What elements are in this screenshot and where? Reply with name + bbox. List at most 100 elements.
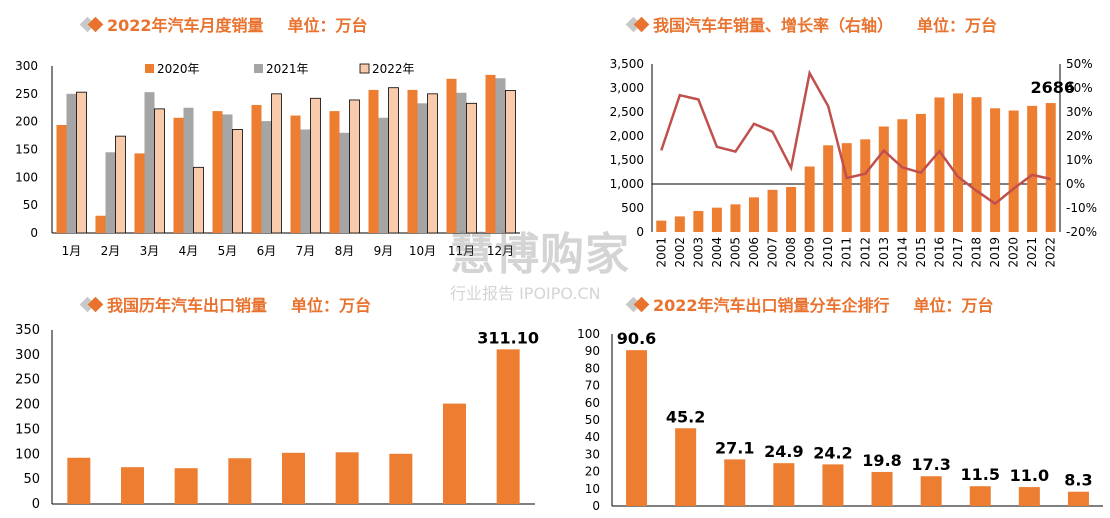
- ranking-bar: [626, 350, 648, 506]
- bar-2021年-1月: [66, 93, 77, 233]
- y-tick-label: 0: [592, 499, 600, 513]
- data-label: 90.6: [617, 329, 656, 348]
- y-tick-label: 500: [621, 201, 644, 215]
- legend-swatch: [359, 63, 370, 74]
- x-tick-label: 2005: [728, 237, 742, 268]
- data-label: 8.3: [1064, 471, 1092, 490]
- y-tick-label: 20: [585, 465, 600, 479]
- bar-2020年-11月: [446, 78, 457, 233]
- x-tick-label: 6月: [257, 244, 277, 258]
- export-bar: [228, 458, 252, 504]
- ranking-bar: [969, 486, 991, 506]
- ranking-unit: 单位：万台: [913, 296, 994, 315]
- export-ranking-chart: 0 10 20 30 40 50 60 70 80 90 100 90.6 45.2 27.1 24.9 24…: [577, 327, 1103, 513]
- bar-sales-2005: [730, 204, 741, 232]
- y-tick-label: 1,000: [610, 177, 644, 191]
- x-tick-label: 2012: [858, 237, 872, 268]
- x-tick-label: 2013: [877, 237, 891, 268]
- y-tick-label: 100: [15, 447, 40, 462]
- bar-sales-2016: [934, 97, 945, 233]
- x-tick-label: 11月: [448, 244, 475, 258]
- bar-2022年-11月: [466, 102, 477, 234]
- bar-2020年-1月: [56, 125, 67, 233]
- x-tick-label: 2016: [932, 237, 946, 268]
- x-tick-label: 2008: [784, 237, 798, 268]
- export-bar: [282, 452, 305, 504]
- y2-tick-label: 10%: [1066, 153, 1093, 167]
- legend-swatch: [145, 64, 154, 73]
- y-tick-label: 200: [15, 115, 38, 129]
- x-tick-label: 2002: [673, 237, 687, 268]
- x-tick-label: 12月: [487, 244, 514, 258]
- export-bar: [443, 403, 466, 504]
- x-tick-label: 1月: [62, 244, 82, 258]
- bar-sales-2018: [971, 97, 982, 232]
- bar-sales-2020: [1008, 110, 1019, 232]
- ranking-bar: [773, 463, 795, 506]
- bar-sales-2006: [749, 197, 759, 232]
- annual-unit: 单位：万台: [917, 16, 998, 35]
- x-tick-label: 2020: [1007, 237, 1021, 268]
- bar-2021年-9月: [378, 117, 389, 233]
- bar-2022年-2月: [115, 135, 126, 234]
- y-tick-label: 50: [23, 472, 40, 487]
- bar-2021年-7月: [300, 129, 311, 233]
- bar-2020年-9月: [368, 89, 379, 233]
- export-unit: 单位：万台: [291, 296, 372, 315]
- monthly-title-text: 2022年汽车月度销量: [107, 16, 264, 35]
- bar-2020年-10月: [407, 89, 418, 233]
- bar-sales-2022: [1045, 103, 1056, 233]
- x-tick-label: 8月: [335, 244, 355, 258]
- y-tick-label: 40: [585, 430, 600, 444]
- bar-2020年-8月: [329, 111, 340, 233]
- y-tick-label: 50: [585, 413, 600, 427]
- y2-tick-label: 50%: [1066, 57, 1093, 71]
- y-tick-label: 50: [23, 198, 38, 212]
- x-tick-label: 2021: [1025, 237, 1039, 268]
- y2-tick-label: -20%: [1066, 225, 1097, 239]
- y-tick-label: 100: [577, 327, 600, 341]
- export-bar: [335, 452, 359, 504]
- x-tick-label: 2001: [654, 237, 668, 268]
- monthly-title: 2022年汽车月度销量 单位：万台: [79, 12, 368, 36]
- export-bar: [121, 467, 144, 504]
- x-tick-label: 2006: [747, 237, 761, 268]
- y-tick-label: 0: [30, 226, 38, 240]
- data-label: 11.0: [1010, 466, 1049, 485]
- x-tick-label: 2月: [101, 244, 121, 258]
- watermark-sub: 行业报告 IPOIPO.CN: [450, 284, 601, 303]
- bar-2021年-5月: [222, 114, 233, 233]
- growth-rate-line: [660, 69, 1051, 206]
- y-tick-label: 250: [15, 87, 38, 101]
- y-tick-label: 2,000: [610, 129, 644, 143]
- bar-2020年-5月: [212, 111, 223, 233]
- bar-2020年-12月: [485, 74, 496, 233]
- bar-2020年-3月: [134, 153, 145, 233]
- legend-label: 2021年: [266, 62, 309, 76]
- ranking-bar: [675, 428, 697, 506]
- annual-title-text: 我国汽车年销量、增长率（右轴）: [653, 16, 894, 35]
- ranking-bar: [871, 471, 893, 506]
- bar-2021年-6月: [261, 121, 272, 233]
- last-value-label: 311.10: [477, 328, 539, 347]
- monthly-unit: 单位：万台: [287, 16, 368, 35]
- ranking-bar: [724, 459, 746, 506]
- data-label: 24.9: [764, 442, 803, 461]
- ranking-bar: [920, 476, 942, 506]
- bar-2022年-9月: [388, 87, 399, 234]
- y2-tick-label: 40%: [1066, 81, 1093, 95]
- export-bar: [389, 453, 413, 504]
- export-history-chart: 0 50 100 150 200 250 300 350 311.10: [15, 323, 539, 512]
- bar-sales-2009: [804, 166, 815, 232]
- y-tick-label: 3,500: [610, 57, 644, 71]
- bar-2022年-1月: [76, 91, 87, 234]
- export-bar: [174, 468, 198, 504]
- bar-sales-2007: [767, 189, 778, 232]
- x-tick-label: 9月: [374, 244, 394, 258]
- y-tick-label: 90: [585, 344, 600, 358]
- bar-2021年-3月: [144, 92, 155, 233]
- ranking-bar: [822, 464, 844, 506]
- bar-2022年-12月: [505, 90, 516, 234]
- bar-2022年-7月: [310, 97, 321, 234]
- annual-sales-chart: 0 500 1,000 1,500 2,000 2,500 3,000 3,500 -20% -1…: [610, 57, 1097, 268]
